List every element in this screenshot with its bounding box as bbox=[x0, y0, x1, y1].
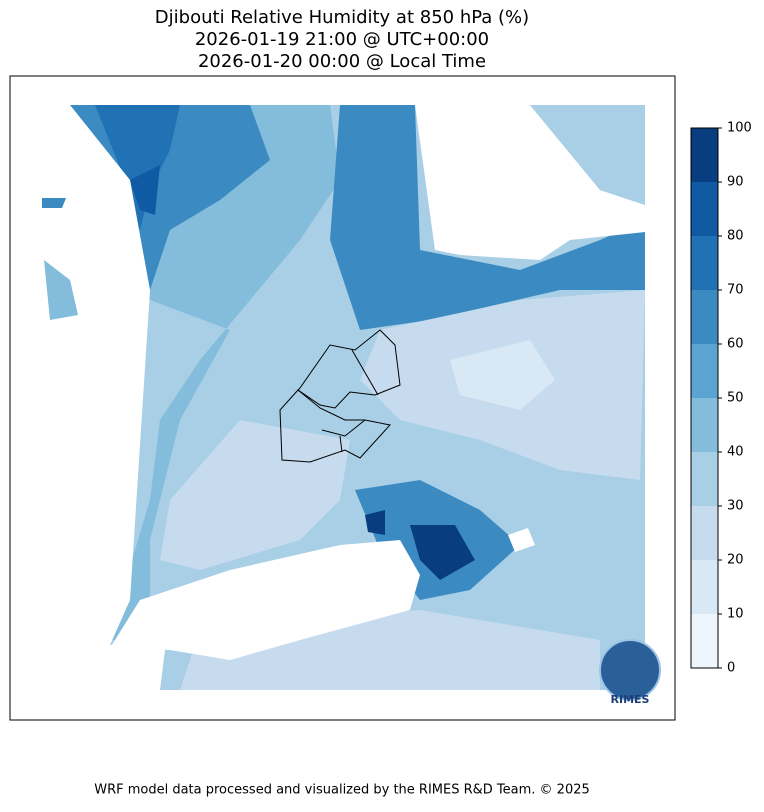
local-time: 2026-01-20 00:00 @ Local Time bbox=[198, 51, 486, 72]
field-band bbox=[450, 340, 555, 410]
border bbox=[297, 329, 401, 409]
colorbar-tick-label: 10 bbox=[727, 607, 744, 622]
logo: RIMES bbox=[599, 639, 661, 706]
colorbar: 0 10 20 30 40 50 60 70 80 90 100 bbox=[690, 121, 752, 676]
colorbar-segment bbox=[691, 614, 718, 668]
borders bbox=[279, 329, 401, 463]
no-data bbox=[40, 645, 165, 690]
logo-text: RIMES bbox=[611, 693, 650, 706]
colorbar-tick-label: 20 bbox=[727, 553, 744, 568]
title: Djibouti Relative Humidity at 850 hPa (%… bbox=[155, 7, 529, 28]
utc-time: 2026-01-19 21:00 @ UTC+00:00 bbox=[195, 29, 489, 50]
colorbar-segment bbox=[691, 452, 718, 506]
field-band bbox=[330, 105, 645, 330]
field-band bbox=[95, 105, 180, 230]
colorbar-segment bbox=[691, 290, 718, 344]
field-band bbox=[130, 165, 160, 215]
field-band bbox=[365, 510, 385, 535]
colorbar-tick-label: 80 bbox=[727, 229, 744, 244]
no-data bbox=[110, 540, 420, 660]
logo-emblem bbox=[599, 639, 661, 701]
no-data bbox=[508, 528, 535, 552]
field-band bbox=[530, 105, 645, 205]
colorbar-tick-label: 100 bbox=[727, 121, 752, 136]
field-band bbox=[410, 525, 475, 580]
border bbox=[279, 389, 391, 463]
colorbar-tick-label: 0 bbox=[727, 661, 735, 676]
colorbar-segment bbox=[691, 182, 718, 236]
colorbar-segment bbox=[691, 506, 718, 560]
no-data bbox=[415, 105, 645, 260]
field-band bbox=[160, 420, 350, 570]
field-band bbox=[42, 198, 66, 208]
colorbar-tick-label: 30 bbox=[727, 499, 744, 514]
colorbar-tick-label: 60 bbox=[727, 337, 744, 352]
colorbar-segment bbox=[691, 128, 718, 182]
field-band bbox=[44, 260, 78, 320]
colorbar-segment bbox=[691, 344, 718, 398]
colorbar-tick-label: 70 bbox=[727, 283, 744, 298]
footer: WRF model data processed and visualized … bbox=[94, 783, 590, 798]
map-frame bbox=[9, 75, 676, 721]
colorbar-tick-label: 50 bbox=[727, 391, 744, 406]
colorbar-segment bbox=[691, 560, 718, 614]
colorbar-segment bbox=[691, 236, 718, 290]
map-field bbox=[40, 105, 645, 690]
colorbar-segment bbox=[691, 398, 718, 452]
no-data bbox=[40, 105, 150, 645]
border bbox=[321, 349, 379, 453]
colorbar-tick-label: 90 bbox=[727, 175, 744, 190]
colorbar-tick-label: 40 bbox=[727, 445, 744, 460]
